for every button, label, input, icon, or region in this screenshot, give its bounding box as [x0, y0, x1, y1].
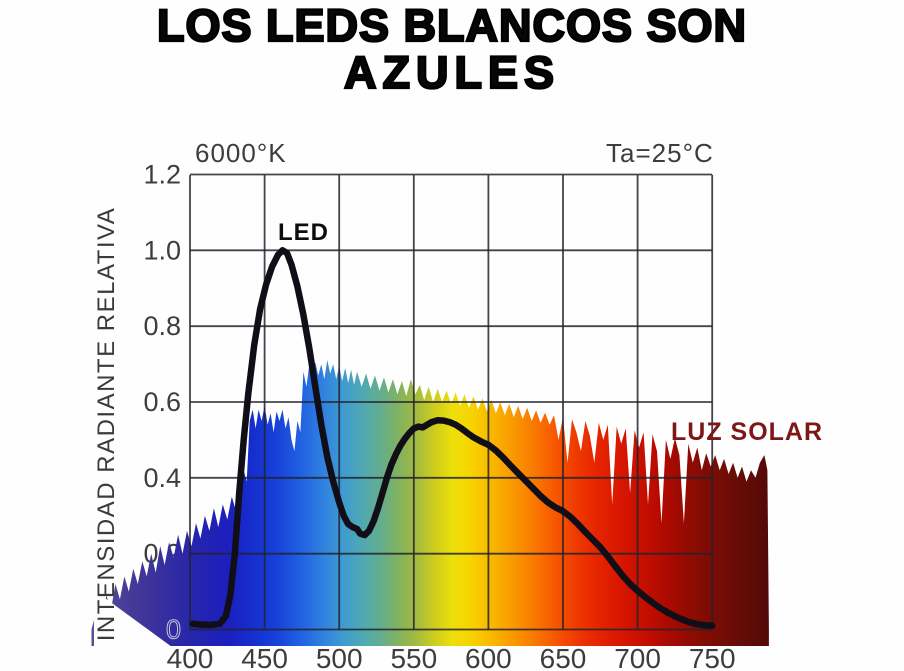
- page-title: LOS LEDS BLANCOS SON AZULES: [0, 0, 904, 98]
- x-tick-label: 450: [241, 643, 288, 671]
- x-tick-label: 600: [465, 643, 512, 671]
- x-tick-label: 400: [167, 643, 214, 671]
- x-tick-label: 650: [540, 643, 587, 671]
- y-tick-label: 1.0: [143, 235, 181, 265]
- solar-spectrum-area: [91, 360, 769, 646]
- ambient-temperature-label: Ta=25°C: [606, 138, 714, 168]
- y-tick-label: 0.4: [143, 463, 181, 493]
- x-tick-label: 700: [614, 643, 661, 671]
- x-tick-label: 500: [316, 643, 363, 671]
- color-temperature-label: 6000°K: [195, 138, 287, 168]
- x-tick-label: 550: [390, 643, 437, 671]
- x-tick-label: 750: [689, 643, 736, 671]
- page-title-line2: AZULES: [343, 47, 560, 98]
- led-curve: [189, 247, 716, 629]
- y-tick-label: 1.2: [143, 159, 181, 189]
- y-tick-label: 0.8: [143, 311, 181, 341]
- y-tick-label: 0.6: [143, 387, 181, 417]
- y-tick-zero-ghost: 0: [166, 615, 181, 645]
- led-curve-label: LED: [278, 219, 329, 246]
- solar-spectrum-label: LUZ SOLAR: [671, 418, 824, 446]
- corner-mask: [94, 590, 172, 647]
- grid: [189, 173, 714, 631]
- y-axis-label: INTENSIDAD RADIANTE RELATIVA: [93, 206, 120, 642]
- page-title-line1: LOS LEDS BLANCOS SON: [156, 0, 748, 51]
